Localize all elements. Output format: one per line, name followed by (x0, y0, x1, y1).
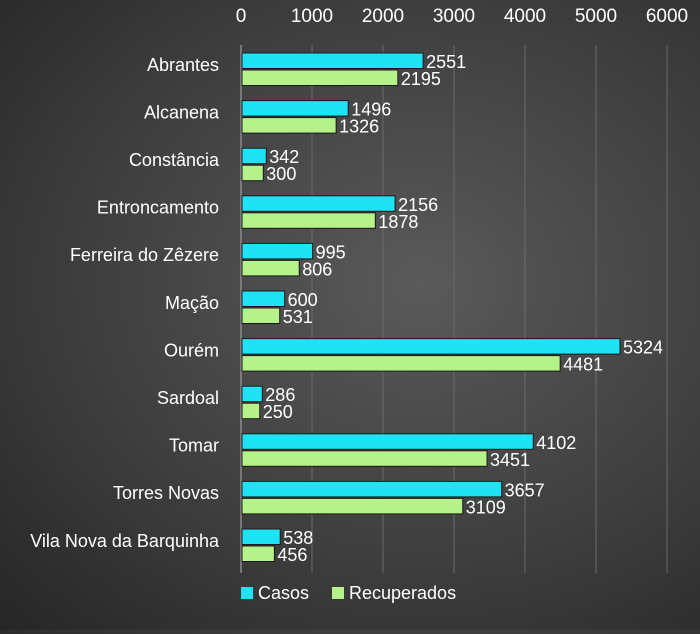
legend-swatch-casos (241, 587, 253, 599)
data-label: 2195 (401, 69, 441, 89)
bar-recuperados (241, 212, 376, 229)
bar-recuperados (241, 69, 399, 86)
legend-label: Recuperados (349, 583, 456, 603)
data-label: 3451 (490, 450, 530, 470)
x-tick-label: 1000 (291, 6, 333, 27)
data-label: 4481 (563, 355, 603, 375)
bar-recuperados (241, 450, 488, 467)
bar-casos (241, 338, 621, 355)
bar-recuperados (241, 402, 261, 420)
data-label: 5324 (623, 338, 663, 358)
x-tick-label: 0 (236, 6, 247, 27)
bar-casos (241, 195, 396, 212)
x-tick-label: 3000 (433, 6, 475, 27)
bar-recuperados (241, 307, 281, 324)
category-label: Abrantes (147, 55, 219, 75)
bar-recuperados (241, 259, 300, 277)
bar-recuperados (241, 355, 561, 372)
bar-recuperados (241, 497, 464, 515)
data-label: 1878 (378, 212, 418, 232)
bar-casos (241, 480, 503, 498)
data-label: 2551 (426, 52, 466, 72)
category-label: Ferreira do Zêzere (70, 245, 219, 265)
x-tick-label: 6000 (646, 6, 688, 27)
legend-swatch-recuperados (332, 587, 344, 599)
bar-casos (241, 147, 267, 165)
data-label: 806 (302, 259, 332, 279)
data-label: 4102 (536, 433, 576, 453)
data-label: 286 (265, 385, 295, 405)
data-label: 3657 (505, 480, 545, 500)
bar-casos (241, 100, 349, 117)
bar-recuperados (241, 164, 264, 182)
bar-casos (241, 290, 286, 307)
bar-recuperados (241, 545, 275, 562)
data-label: 2156 (398, 195, 438, 215)
category-label: Alcanena (144, 102, 220, 122)
category-label: Torres Novas (113, 483, 219, 503)
data-label: 1326 (339, 117, 379, 137)
data-label: 342 (269, 147, 299, 167)
category-label: Ourém (164, 340, 219, 360)
data-label: 600 (288, 290, 318, 310)
category-label: Vila Nova da Barquinha (30, 531, 220, 551)
data-label: 538 (283, 528, 313, 548)
category-label: Entroncamento (97, 198, 219, 218)
bar-casos (241, 385, 263, 403)
category-label: Sardoal (157, 388, 219, 408)
axes: 0 1000 2000 3000 4000 5000 6000 (236, 6, 688, 573)
category-label: Constância (129, 150, 220, 170)
data-label: 250 (263, 402, 293, 422)
bar-casos (241, 433, 534, 450)
data-label: 300 (266, 164, 296, 184)
legend: Casos Recuperados (241, 583, 456, 603)
data-label: 1496 (351, 100, 391, 120)
x-tick-label: 5000 (575, 6, 617, 27)
x-tick-label: 4000 (504, 6, 546, 27)
category-label: Mação (165, 293, 219, 313)
x-tick-label: 2000 (362, 6, 404, 27)
data-label: 456 (277, 545, 307, 565)
legend-label: Casos (258, 583, 309, 603)
bars (241, 52, 621, 562)
data-label: 531 (283, 307, 313, 327)
bar-recuperados (241, 117, 337, 134)
data-label: 3109 (466, 497, 506, 517)
bar-casos (241, 242, 314, 260)
bar-casos (241, 52, 424, 69)
bar-casos (241, 528, 281, 545)
category-label: Tomar (169, 436, 219, 456)
data-label: 995 (316, 242, 346, 262)
